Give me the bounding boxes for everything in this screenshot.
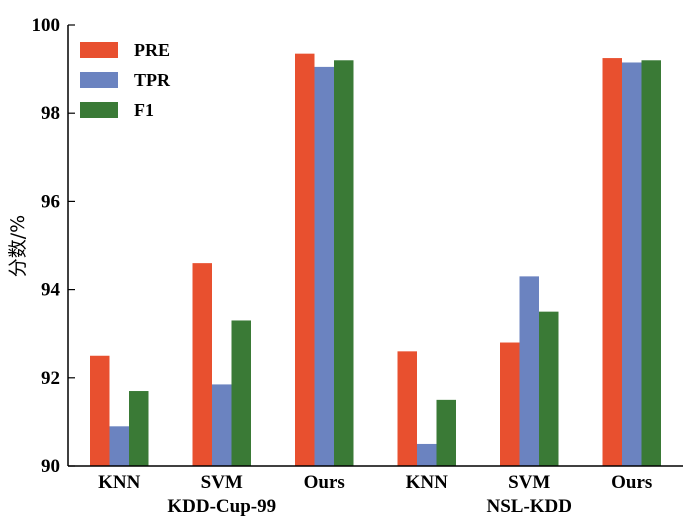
bar-f1-0 (129, 391, 149, 466)
x-tick-label: SVM (201, 472, 243, 493)
legend-label-tpr: TPR (134, 70, 171, 90)
x-tick-label: KNN (98, 472, 141, 493)
bars-layer (90, 53, 661, 467)
x-tick-label: SVM (508, 472, 550, 493)
y-tick-label: 92 (41, 368, 60, 389)
bar-pre-2 (295, 53, 315, 466)
y-axis-label: 分数/% (7, 215, 29, 277)
group-label: NSL-KDD (486, 496, 572, 517)
legend: PRE TPR F1 (80, 40, 171, 120)
bar-pre-5 (602, 58, 622, 466)
bar-f1-3 (436, 399, 456, 466)
bar-tpr-4 (519, 276, 539, 466)
y-tick-label: 94 (41, 280, 61, 301)
legend-swatch-tpr (80, 72, 118, 88)
bar-pre-1 (192, 263, 212, 466)
y-tick-label: 90 (41, 456, 60, 477)
y-tick-label: 96 (41, 191, 60, 212)
x-tick-label: Ours (611, 472, 652, 493)
legend-swatch-f1 (80, 102, 118, 118)
legend-label-f1: F1 (134, 100, 154, 120)
axes-layer (67, 25, 683, 467)
y-ticks-layer: 90 92 94 96 98 100 (32, 15, 75, 477)
bar-tpr-1 (212, 384, 232, 466)
bar-tpr-2 (314, 66, 334, 467)
x-ticks-layer: KNN SVM Ours KNN SVM Ours (98, 472, 652, 493)
y-tick-label: 100 (32, 15, 61, 36)
group-labels-layer: KDD-Cup-99 NSL-KDD (167, 496, 572, 517)
bar-tpr-0 (109, 426, 129, 466)
legend-label-pre: PRE (134, 40, 170, 60)
bar-pre-3 (397, 351, 417, 466)
bar-f1-4 (539, 311, 559, 466)
x-tick-label: KNN (406, 472, 449, 493)
bar-f1-2 (334, 60, 354, 466)
bar-tpr-5 (622, 62, 642, 467)
bar-f1-1 (231, 320, 251, 466)
y-tick-label: 98 (41, 103, 60, 124)
bar-f1-5 (641, 60, 661, 466)
group-label: KDD-Cup-99 (167, 496, 276, 517)
bar-pre-4 (500, 342, 520, 466)
bar-tpr-3 (417, 443, 437, 466)
x-tick-label: Ours (304, 472, 345, 493)
legend-swatch-pre (80, 42, 118, 58)
bar-pre-0 (90, 355, 110, 466)
